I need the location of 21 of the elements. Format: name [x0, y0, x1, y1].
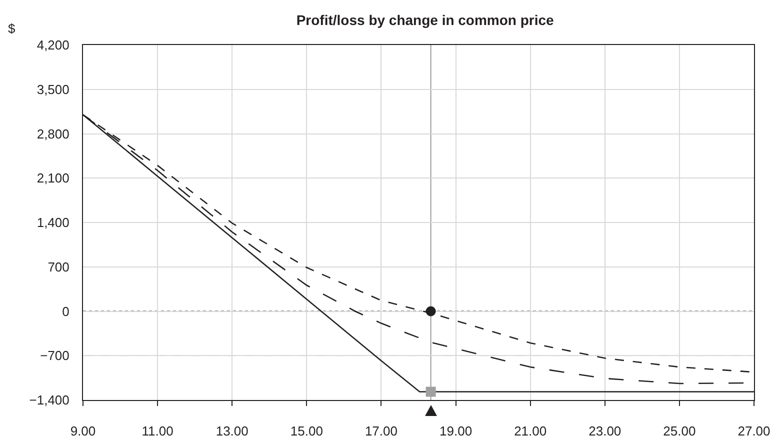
- y-tick-label: −1,400: [29, 392, 70, 408]
- y-tick-label: 0: [62, 304, 70, 319]
- x-tick-label: 27.00: [738, 424, 770, 439]
- x-tick-label: 17.00: [364, 424, 398, 439]
- x-tick-label: 13.00: [216, 424, 248, 439]
- x-tick-label: 21.00: [514, 424, 547, 439]
- x-tick-label: 11.00: [142, 424, 174, 439]
- chart-title: Profit/loss by change in common price: [296, 12, 554, 28]
- y-tick-label: 3,500: [36, 82, 70, 97]
- y-axis-title: $: [8, 21, 16, 36]
- x-tick-label: 15.00: [290, 424, 323, 439]
- x-tick-label: 23.00: [588, 424, 622, 439]
- x-tick-label: 9.00: [70, 424, 96, 439]
- y-tick-label: 2,800: [36, 126, 70, 142]
- y-tick-label: 1,400: [36, 215, 70, 230]
- y-tick-label: 700: [48, 259, 70, 274]
- y-tick-label: 2,100: [36, 170, 70, 186]
- y-tick-label: −700: [40, 348, 70, 364]
- y-tick-label: 4,200: [36, 38, 70, 53]
- x-tick-label: 19.00: [440, 424, 472, 439]
- x-tick-label: 25.00: [663, 424, 696, 439]
